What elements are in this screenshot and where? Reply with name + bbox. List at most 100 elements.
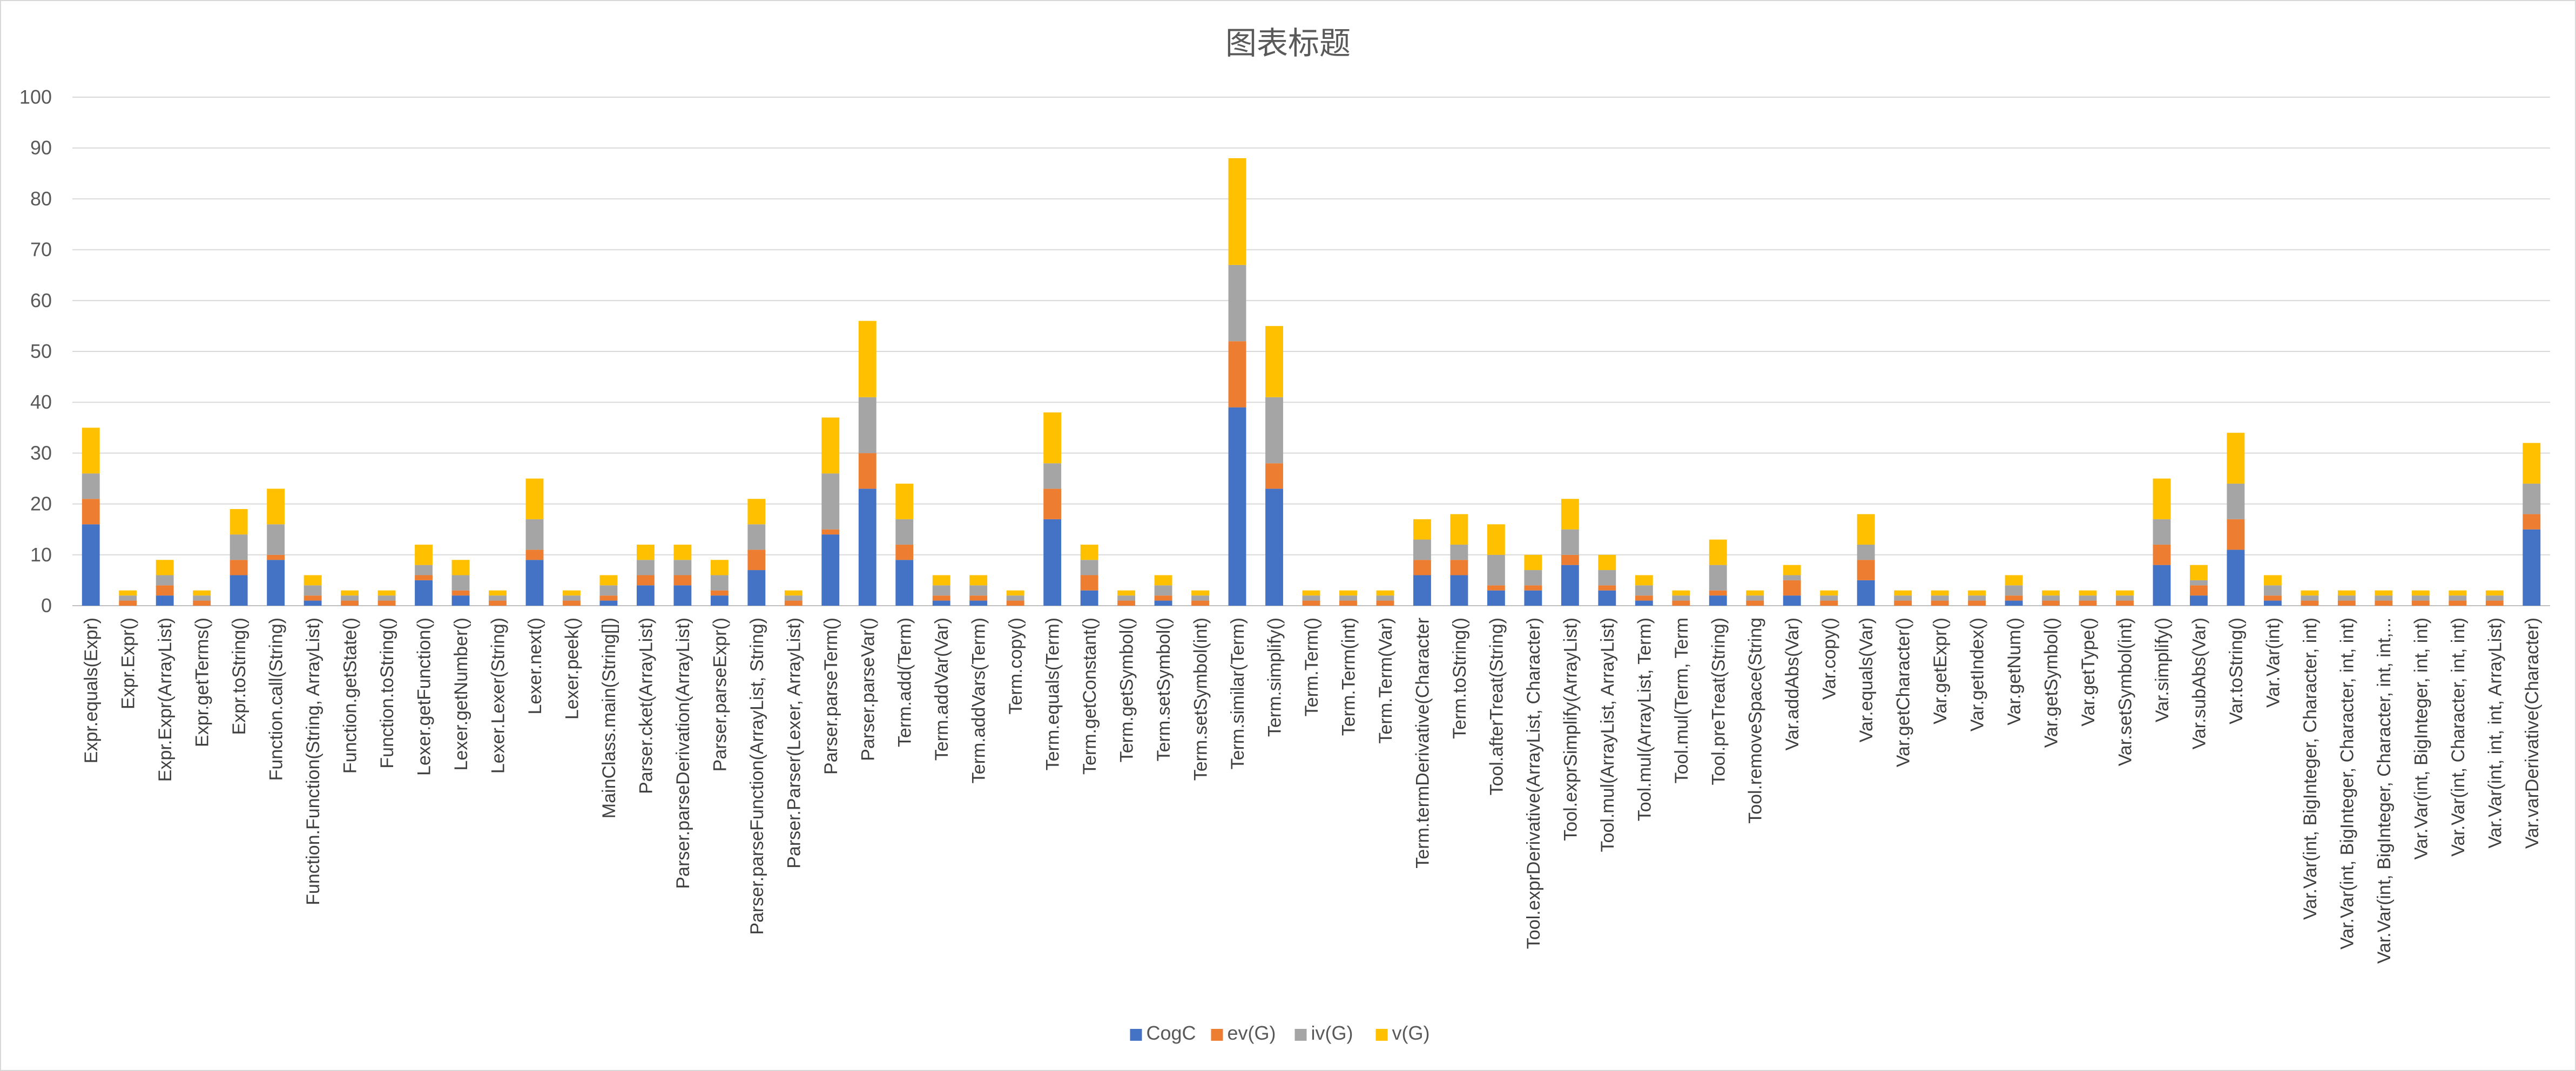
bar-segment-evg [1931, 600, 1949, 606]
bar-segment-ivg [2005, 585, 2023, 596]
x-category-label: Term.simplify() [1265, 618, 1285, 737]
bar-segment-vg [1376, 590, 1394, 596]
bar-segment-ivg [1191, 595, 1210, 601]
bar-segment-vg [2263, 575, 2282, 586]
bar-segment-vg [451, 560, 470, 575]
bar-segment-evg [2005, 595, 2023, 601]
x-category-label: Tool.mul(Term, Term [1671, 618, 1692, 783]
bar-segment-ivg [1746, 595, 1764, 601]
bar-segment-vg [1894, 590, 1912, 596]
bar-segment-ivg [821, 473, 840, 530]
x-category-label: Var.getNum() [2004, 618, 2025, 726]
bar-segment-cogc [1450, 575, 1468, 606]
bar-segment-ivg [377, 595, 396, 601]
bar-segment-cogc [1635, 600, 1653, 606]
bar-segment-vg [2485, 590, 2504, 596]
bar-segment-evg [858, 453, 876, 489]
bar-segment-vg [193, 590, 211, 596]
bar-segment-vg [2375, 590, 2393, 596]
x-category-label: Term.similar(Term) [1228, 618, 1248, 769]
x-category-label: Term.termDerivative(Character [1412, 618, 1433, 869]
legend-swatch [1130, 1029, 1142, 1041]
bar-segment-evg [1339, 600, 1357, 606]
x-category-label: Term.getConstant() [1080, 618, 1100, 775]
gridlines [72, 97, 2550, 606]
x-category-label: Term.getSymbol() [1117, 618, 1137, 762]
bar-segment-ivg [525, 519, 544, 550]
bar-segment-evg [2153, 544, 2171, 565]
bar-segment-evg [1117, 600, 1136, 606]
bar-segment-ivg [2485, 595, 2504, 601]
legend-label: ev(G) [1228, 1022, 1276, 1044]
x-category-label: Parser.cket(ArrayList) [636, 618, 656, 794]
x-category-label: Tool.exprDerivative(ArrayList, Character… [1523, 618, 1544, 949]
bar-segment-ivg [747, 524, 766, 550]
bar-segment-evg [932, 595, 950, 601]
bar-segment-cogc [1487, 590, 1505, 606]
bar-segment-ivg [2523, 483, 2541, 514]
bar-segment-vg [2190, 565, 2208, 580]
legend-swatch [1375, 1029, 1388, 1041]
bar-segment-ivg [784, 595, 803, 601]
bar-segment-vg [1672, 590, 1690, 596]
x-category-label: Function.call(String) [266, 618, 287, 781]
bar-segment-cogc [82, 524, 100, 606]
bar-segment-vg [1709, 539, 1727, 565]
bar-segment-evg [2227, 519, 2245, 550]
y-tick-label: 20 [30, 493, 52, 515]
bar-segment-evg [1413, 560, 1431, 575]
bar-segment-vg [969, 575, 988, 586]
bar-segment-ivg [2079, 595, 2097, 601]
bar-segment-evg [267, 554, 285, 560]
bar-segment-vg [304, 575, 322, 586]
x-category-label: Var.getCharacter() [1893, 618, 1914, 767]
bar-segment-vg [1524, 554, 1542, 571]
bar-segment-ivg [1376, 595, 1394, 601]
bar-segment-ivg [451, 575, 470, 591]
bar-segment-evg [193, 600, 211, 606]
bar-segment-evg [747, 550, 766, 571]
bar-segment-vg [1302, 590, 1320, 596]
bar-segment-ivg [2411, 595, 2430, 601]
bar-segment-cogc [2005, 600, 2023, 606]
bar-segment-ivg [895, 519, 914, 545]
x-category-label: Var.getType() [2078, 618, 2099, 727]
y-tick-label: 90 [30, 137, 52, 159]
bar-segment-vg [267, 489, 285, 525]
bar-segment-vg [673, 544, 692, 560]
bar-segment-ivg [1265, 397, 1283, 464]
bar-segment-vg [2042, 590, 2060, 596]
bar-segment-ivg [636, 560, 655, 575]
x-category-label: Term.setSymbol(int) [1191, 618, 1211, 781]
bar-segment-vg [1265, 326, 1283, 397]
bar-segment-ivg [1931, 595, 1949, 601]
bar-segment-ivg [1820, 595, 1838, 601]
bar-segment-evg [377, 600, 396, 606]
bar-segment-vg [156, 560, 174, 575]
bar-segment-evg [2263, 595, 2282, 601]
bar-segment-ivg [673, 560, 692, 575]
bar-segment-vg [784, 590, 803, 596]
x-category-label: Expr.Expr() [118, 618, 139, 709]
bar-segment-ivg [156, 575, 174, 586]
bar-segment-ivg [1117, 595, 1136, 601]
bar-segment-cogc [932, 600, 950, 606]
bar-segment-ivg [969, 585, 988, 596]
x-category-label: Parser.parseFunction(ArrayList, String) [747, 618, 767, 935]
legend-label: v(G) [1392, 1022, 1430, 1044]
bar-segment-evg [1043, 489, 1062, 519]
bar-segment-cogc [1080, 590, 1098, 606]
bar-segment-evg [2337, 600, 2356, 606]
bar-segment-cogc [2263, 600, 2282, 606]
x-category-label: Var.simplify() [2152, 618, 2173, 722]
bar-segment-vg [489, 590, 507, 596]
bar-segment-vg [2411, 590, 2430, 596]
bar-segment-evg [1524, 585, 1542, 591]
bar-segment-ivg [1450, 544, 1468, 560]
x-category-label: Var.subAbs(Var) [2189, 618, 2209, 749]
bar-segment-ivg [932, 585, 950, 596]
bar-segment-cogc [1783, 595, 1801, 606]
bar-segment-vg [858, 321, 876, 397]
bar-segment-cogc [969, 600, 988, 606]
y-tick-label: 80 [30, 187, 52, 209]
